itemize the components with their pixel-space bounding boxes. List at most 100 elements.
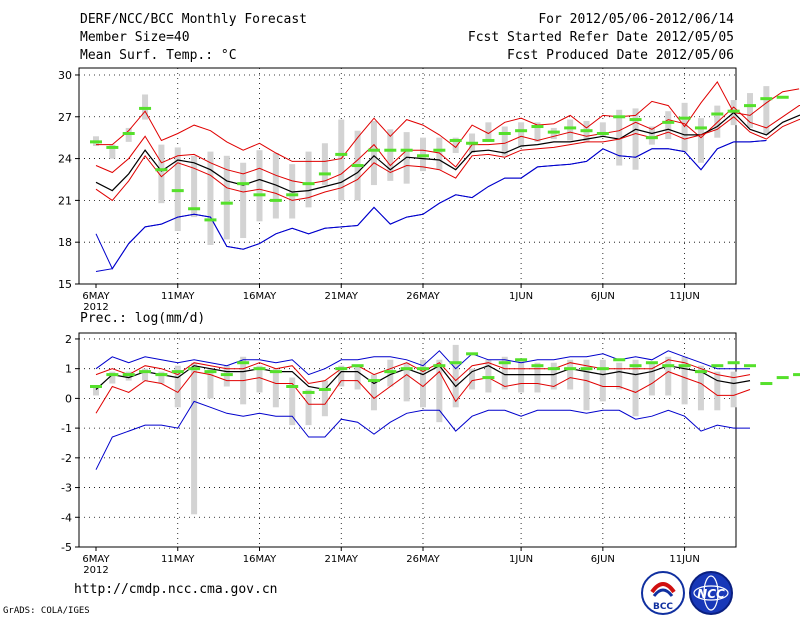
- prec-box-bar: [207, 368, 214, 399]
- prec-ytick-label: 2: [65, 333, 72, 346]
- prec-xtick-label: 21MAY: [324, 554, 358, 565]
- temp-box-bar: [289, 164, 296, 219]
- temp-box-bar: [436, 137, 443, 170]
- temp-series-p25: [95, 116, 800, 202]
- prec-box-bar: [403, 362, 410, 402]
- prec-box-bar: [338, 365, 345, 387]
- temp-box-bar: [370, 120, 377, 186]
- temp-box-bar: [387, 129, 394, 181]
- prec-xtick-label: 16MAY: [243, 554, 277, 565]
- prec-series-p90: [95, 359, 751, 385]
- prec-box-bar: [550, 362, 557, 390]
- temp-xtick-label: 11MAY: [161, 291, 195, 302]
- prec-box-bar: [534, 362, 541, 393]
- temp-series-p90: [96, 80, 800, 162]
- temp-box-bar: [338, 119, 345, 201]
- bcc-logo: BCC: [641, 571, 685, 615]
- temp-xtick-label: 16MAY: [243, 291, 277, 302]
- prec-box-bar: [354, 365, 361, 390]
- temp-xtick-label: 21MAY: [324, 291, 358, 302]
- prec-ytick-label: -4: [61, 511, 72, 524]
- temp-box-bar: [534, 122, 541, 142]
- temp-frame: [78, 67, 737, 285]
- prec-xtick-label: 11MAY: [161, 554, 195, 565]
- prec-box-bar: [174, 365, 181, 408]
- precip-title: Prec.: log(mm/d): [80, 311, 205, 326]
- prec-box-bar: [452, 344, 459, 408]
- prec-ytick-label: -5: [61, 541, 72, 554]
- prec-box-bar: [567, 359, 574, 390]
- prec-box-bar: [599, 359, 606, 402]
- temp-box-bar: [109, 144, 116, 159]
- temp-box-bar: [747, 93, 753, 128]
- prec-box-bar: [583, 359, 590, 411]
- temp-xtick-label: 26MAY: [406, 291, 440, 302]
- fcst-produced-date: Fcst Produced Date 2012/05/06: [507, 48, 734, 63]
- prec-box-bar: [681, 356, 688, 405]
- prec-box-bar: [191, 362, 198, 515]
- prec-box-bar: [648, 362, 655, 396]
- temp-ytick-label: 27: [58, 111, 72, 124]
- temp-ytick-label: 30: [58, 69, 72, 82]
- temp-box-bar: [305, 151, 312, 208]
- prec-xtick-label: 6MAY: [82, 554, 110, 565]
- prec-series-min: [95, 400, 750, 470]
- prec-xtick-label: 6JUN: [591, 554, 615, 565]
- temp-box-bar: [452, 137, 459, 154]
- temp-box-bar: [191, 155, 198, 218]
- temp-ytick-label: 15: [58, 278, 72, 291]
- temp-box-bar: [207, 151, 214, 245]
- temp-box-bar: [272, 153, 279, 219]
- prec-box-bar: [142, 368, 149, 381]
- temp-xtick-label: 1JUN: [509, 291, 533, 302]
- temp-box-bar: [567, 119, 574, 141]
- ncc-logo: NCC: [689, 571, 733, 615]
- prec-xtick-label: 11JUN: [669, 554, 699, 565]
- temp-ytick-label: 21: [58, 194, 72, 207]
- temp-box-bar: [665, 111, 672, 140]
- fcst-started-date: Fcst Started Refer Date 2012/05/05: [467, 30, 734, 45]
- temp-box-bar: [501, 126, 508, 156]
- temp-box-bar: [223, 155, 230, 240]
- grads-credit: GrADS: COLA/IGES: [3, 606, 90, 616]
- prec-box-bar: [370, 374, 377, 411]
- prec-box-bar: [501, 356, 508, 390]
- prec-box-bar: [697, 365, 704, 411]
- prec-year-label: 2012: [83, 565, 108, 576]
- prec-box-bar: [289, 377, 296, 426]
- prec-box-bar: [158, 371, 165, 384]
- temp-box-bar: [648, 126, 655, 145]
- prec-box-bar: [665, 356, 672, 396]
- prec-box-bar: [436, 359, 443, 423]
- temp-ytick-label: 24: [58, 153, 72, 166]
- prec-box-bar: [632, 359, 639, 417]
- temp-box-bar: [158, 144, 165, 204]
- temp-box-bar: [697, 118, 704, 163]
- temp-xtick-label: 6JUN: [591, 291, 615, 302]
- bcc-logo-text: BCC: [653, 602, 673, 612]
- prec-ytick-label: -3: [61, 482, 72, 495]
- temp-box-bar: [599, 122, 606, 137]
- source-url[interactable]: http://cmdp.ncc.cma.gov.cn: [74, 582, 278, 597]
- prec-box-bar: [321, 380, 328, 417]
- prec-ytick-label: 0: [65, 392, 72, 405]
- variable-label: Mean Surf. Temp.: °C: [80, 48, 237, 63]
- forecast-period: For 2012/05/06-2012/06/14: [538, 12, 734, 27]
- temp-box-bar: [485, 122, 492, 142]
- prec-box-bar: [109, 371, 116, 384]
- temp-box-bar: [632, 108, 639, 170]
- prec-ytick-label: -1: [61, 422, 72, 435]
- prec-box-bar: [616, 362, 623, 390]
- prec-xtick-label: 1JUN: [509, 554, 533, 565]
- prec-series-p10: [95, 370, 751, 414]
- prec-box-bar: [714, 371, 721, 411]
- prec-ytick-label: 1: [65, 363, 72, 376]
- prec-box-bar: [272, 368, 279, 408]
- prec-box-bar: [469, 368, 476, 390]
- temp-box-bar: [240, 162, 247, 239]
- member-size: Member Size=40: [80, 30, 190, 45]
- temp-box-bar: [763, 86, 770, 135]
- prec-ytick-label: -2: [61, 452, 72, 465]
- chart-title: DERF/NCC/BCC Monthly Forecast: [80, 12, 307, 27]
